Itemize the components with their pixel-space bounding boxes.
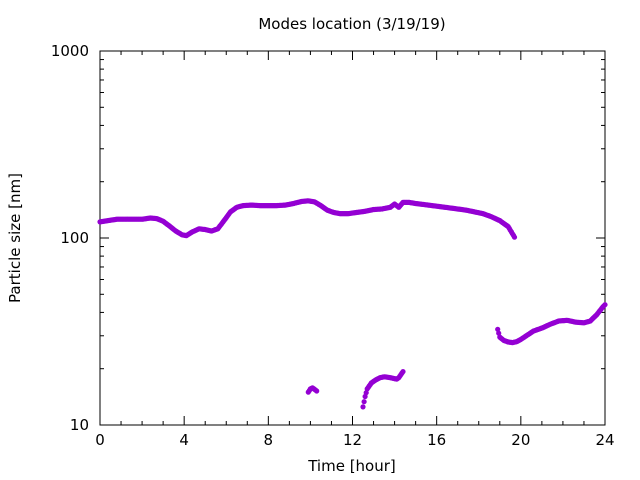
y-axis-label: Particle size [nm] — [6, 173, 24, 303]
data-point — [496, 330, 502, 336]
data-point — [400, 369, 406, 375]
x-tick-label: 12 — [343, 431, 362, 449]
x-tick-label: 24 — [595, 431, 614, 449]
x-tick-label: 4 — [179, 431, 189, 449]
data-point — [360, 404, 366, 410]
minor-ticks — [100, 51, 605, 425]
y-tick-label: 10 — [70, 416, 89, 434]
data-points — [97, 198, 608, 410]
x-axis-label: Time [hour] — [307, 457, 396, 475]
x-tick-label: 16 — [427, 431, 446, 449]
x-tick-label: 8 — [264, 431, 274, 449]
x-tick-label: 0 — [95, 431, 105, 449]
y-tick-label: 100 — [60, 229, 89, 247]
data-point — [314, 388, 320, 394]
data-point — [511, 234, 518, 240]
data-point — [495, 326, 501, 332]
y-tick-label: 1000 — [51, 42, 89, 60]
data-point — [361, 399, 367, 405]
x-tick-label: 20 — [511, 431, 530, 449]
data-point — [602, 302, 608, 308]
plot-frame — [99, 50, 606, 426]
chart-title: Modes location (3/19/19) — [258, 15, 445, 33]
y-axis-ticks: 10 100 1000 — [51, 42, 605, 434]
x-axis-ticks: 0 4 8 12 16 20 24 — [95, 51, 615, 449]
